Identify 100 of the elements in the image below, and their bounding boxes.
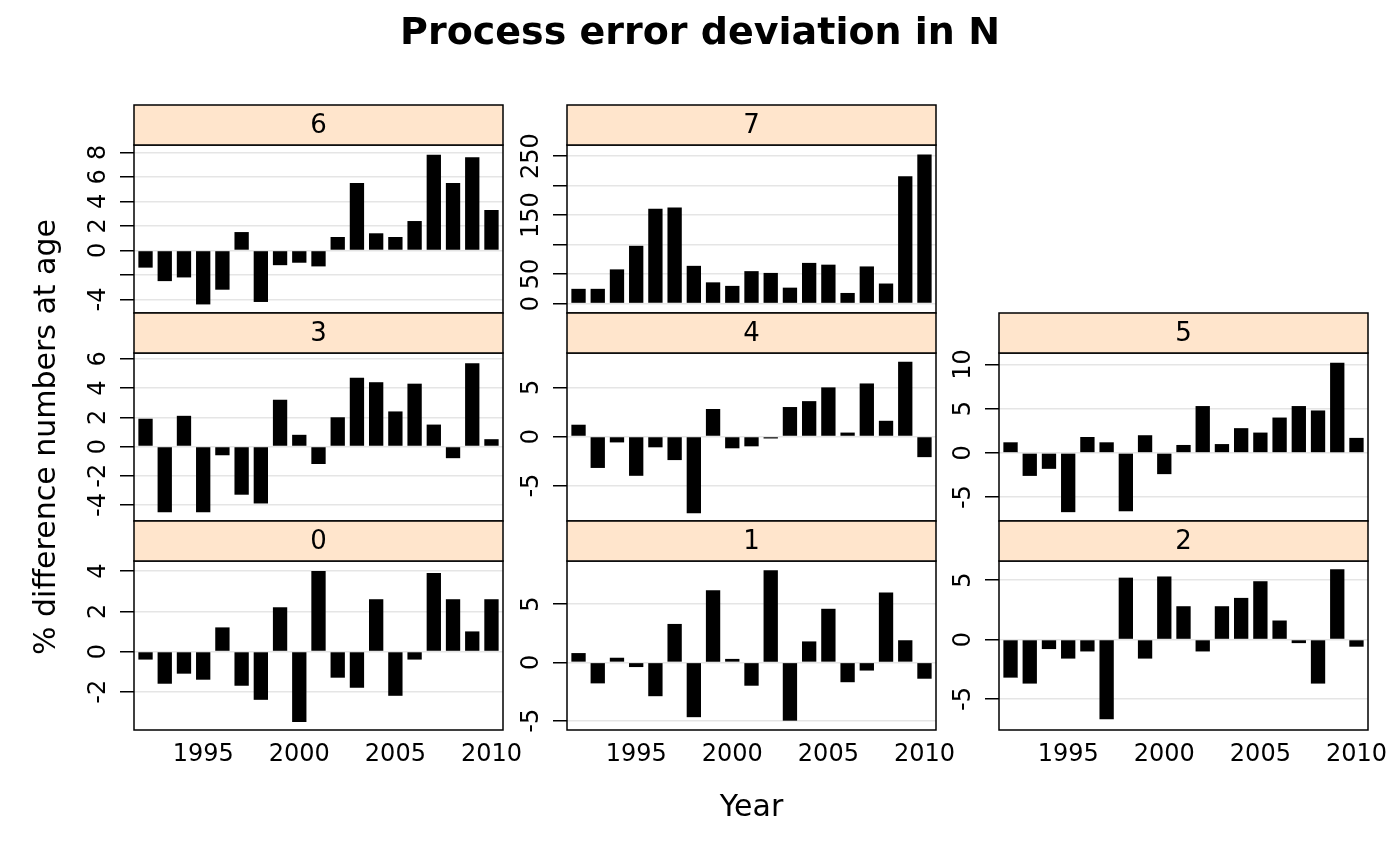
bar xyxy=(407,652,422,660)
bar xyxy=(1214,444,1230,453)
bar xyxy=(272,399,288,446)
y-tick-label: 0 xyxy=(948,445,977,461)
bar xyxy=(859,663,874,671)
bar xyxy=(609,437,625,443)
bar xyxy=(686,437,701,514)
bar xyxy=(234,232,249,250)
bar xyxy=(878,592,894,662)
bar xyxy=(1080,437,1095,453)
x-tick-label: 2005 xyxy=(1229,738,1291,767)
bar xyxy=(253,652,268,700)
bar xyxy=(426,154,441,250)
x-tick-label: 2010 xyxy=(1325,738,1388,767)
bar xyxy=(176,415,192,446)
x-tick-label: 2000 xyxy=(268,738,330,767)
bar xyxy=(1253,432,1268,453)
y-tick-label: 5 xyxy=(516,596,545,612)
bar xyxy=(725,658,740,662)
bar xyxy=(609,269,625,303)
y-tick-label: 5 xyxy=(948,572,977,588)
x-tick-label: 2005 xyxy=(364,738,426,767)
bar xyxy=(1022,453,1037,476)
y-tick-label: -2 xyxy=(83,679,112,704)
bar xyxy=(388,236,403,250)
bar xyxy=(840,663,855,683)
bar xyxy=(1330,362,1345,453)
bar xyxy=(917,437,932,458)
bar xyxy=(782,407,798,436)
y-tick-label: 0 xyxy=(516,428,545,445)
bar xyxy=(484,599,499,651)
bar xyxy=(407,221,422,250)
y-tick-label: 5 xyxy=(516,379,545,396)
bar xyxy=(571,288,586,303)
x-tick-label: 1995 xyxy=(172,738,234,767)
bar xyxy=(1349,640,1364,647)
chart-title: 0 xyxy=(310,524,327,555)
chart-title: 3 xyxy=(310,316,327,347)
bar xyxy=(311,251,326,267)
bar xyxy=(1041,640,1057,650)
bar xyxy=(1349,437,1364,453)
bar xyxy=(1310,410,1326,453)
bar xyxy=(1157,453,1172,475)
chart-title: 4 xyxy=(743,316,760,347)
bar xyxy=(859,266,874,303)
bar xyxy=(292,652,307,722)
bar xyxy=(484,209,499,250)
y-tick-label: 0 xyxy=(83,242,112,259)
bar xyxy=(369,599,384,651)
bar xyxy=(705,590,721,662)
bar xyxy=(763,570,778,662)
bar xyxy=(349,183,365,250)
y-tick-label: 6 xyxy=(83,169,112,185)
bar xyxy=(138,251,153,268)
y-tick-label: 4 xyxy=(83,193,112,210)
bar xyxy=(1003,640,1018,678)
bar xyxy=(1195,640,1210,652)
bar xyxy=(1214,606,1230,639)
x-tick-label: 2005 xyxy=(797,738,859,767)
bar xyxy=(445,447,461,459)
bar xyxy=(292,434,307,446)
bar xyxy=(1176,606,1191,639)
bar xyxy=(898,640,913,662)
y-tick-label: 0 xyxy=(516,295,545,312)
bar xyxy=(629,437,644,476)
bar xyxy=(1330,569,1345,639)
bar xyxy=(571,653,586,662)
bar xyxy=(686,265,701,303)
bar xyxy=(196,447,211,513)
bar xyxy=(859,383,874,436)
bar xyxy=(1234,428,1249,453)
bar xyxy=(138,418,153,446)
y-tick-label: 2 xyxy=(83,218,112,234)
bar xyxy=(349,377,365,446)
bar xyxy=(1310,640,1326,684)
bar xyxy=(215,447,230,456)
bar xyxy=(215,251,230,290)
y-tick-label: 0 xyxy=(948,631,977,648)
bar xyxy=(311,571,326,651)
y-tick-label: -5 xyxy=(948,687,977,712)
bar xyxy=(138,652,153,660)
bar xyxy=(1137,640,1153,659)
bar xyxy=(1137,435,1153,453)
bar xyxy=(234,447,249,495)
bar xyxy=(176,251,192,278)
bar xyxy=(157,251,172,282)
y-tick-label: 4 xyxy=(83,563,112,579)
bar xyxy=(744,271,759,303)
bar xyxy=(1118,453,1133,512)
chart-title: 1 xyxy=(743,524,760,555)
bar xyxy=(253,447,268,504)
bar xyxy=(667,207,682,303)
bar xyxy=(253,251,268,302)
bar xyxy=(330,652,345,678)
bar xyxy=(330,236,345,250)
x-tick-label: 2010 xyxy=(460,738,523,767)
y-tick-label: 2 xyxy=(83,603,112,619)
x-tick-label: 1995 xyxy=(605,738,667,767)
bar xyxy=(1061,453,1076,513)
bar xyxy=(330,417,345,446)
